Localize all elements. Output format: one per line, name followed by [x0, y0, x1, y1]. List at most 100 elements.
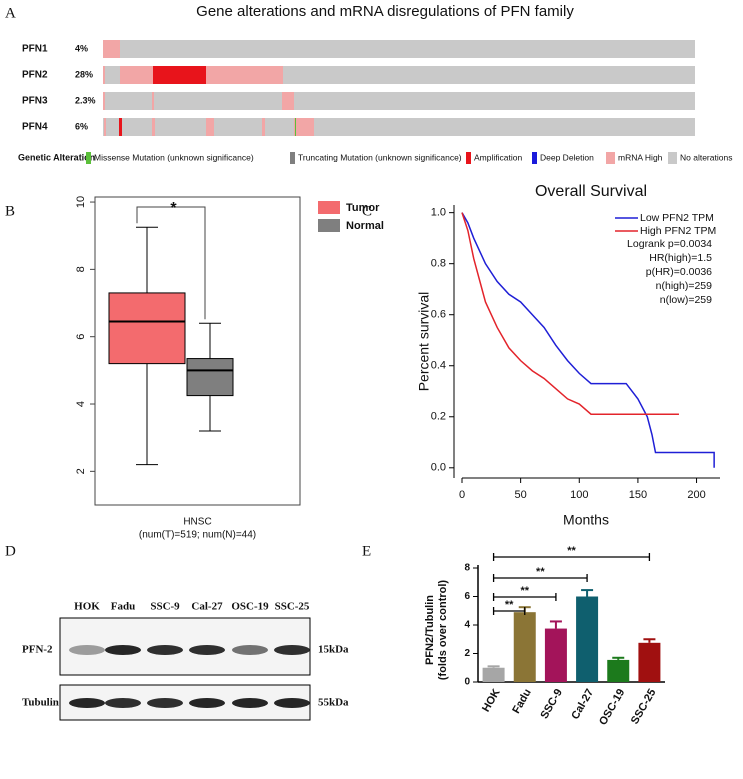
gene-name: PFN3 [22, 96, 48, 107]
blot-band [189, 698, 225, 708]
legend-label: mRNA High [618, 152, 663, 162]
legend-swatch [290, 152, 295, 164]
stat-label: Logrank p=0.0034 [627, 238, 712, 250]
y-tick-label: 0.4 [431, 360, 446, 372]
legend-swatch [86, 152, 91, 164]
significance-label: ** [520, 585, 529, 597]
alteration [119, 118, 122, 136]
significance-label: ** [505, 599, 514, 611]
x-subtitle: (num(T)=519; num(N)=44) [139, 530, 256, 541]
alteration [295, 118, 296, 136]
y-tick-label: 6 [464, 591, 470, 602]
significance-bracket [136, 206, 206, 320]
stat-label: p(HR)=0.0036 [646, 266, 712, 278]
x-tick-label: Cal-27 [569, 687, 596, 722]
blot-band [147, 698, 183, 708]
panel-label: E [362, 543, 371, 559]
y-tick-label: 4 [75, 401, 87, 407]
legend-swatch [532, 152, 537, 164]
alteration [103, 66, 105, 84]
blot-band [274, 698, 310, 708]
y-label: PFN2/Tubulin [424, 595, 436, 665]
alteration [104, 118, 106, 136]
gene-track [103, 40, 695, 58]
panel-label: A [5, 5, 16, 21]
blot-band [105, 645, 141, 655]
blot-row-label: PFN-2 [22, 644, 53, 656]
y-tick-label: 10 [75, 196, 87, 208]
survival-curve [461, 212, 715, 468]
lane-label: OSC-19 [231, 601, 269, 613]
panel-label: B [5, 203, 15, 219]
legend-title: Genetic Alteration [18, 152, 95, 162]
significance-bracket [492, 574, 588, 582]
y-tick-label: 8 [464, 563, 470, 574]
alteration [294, 118, 314, 136]
stat-label: n(low)=259 [660, 294, 712, 306]
y-tick-label: 0.2 [431, 411, 446, 423]
y-tick-label: 1.0 [431, 207, 446, 219]
lane-label: SSC-25 [275, 601, 310, 613]
significance-label: * [170, 200, 177, 217]
bar [513, 612, 536, 682]
x-tick-label: 200 [687, 489, 705, 501]
lane-label: HOK [74, 601, 100, 613]
blot-band [69, 698, 105, 708]
gene-name: PFN2 [22, 70, 48, 81]
x-tick-label: HOK [480, 687, 503, 714]
blot-band [69, 645, 105, 655]
x-tick-label: SSC-25 [629, 687, 659, 726]
gene-track [103, 118, 695, 136]
legend-swatch [466, 152, 471, 164]
chart-title: Overall Survival [535, 183, 647, 200]
panel-label: C [362, 203, 372, 219]
bar [638, 642, 661, 682]
alteration [262, 118, 265, 136]
significance-bracket [492, 607, 526, 615]
blot-band [105, 698, 141, 708]
significance-bracket [492, 593, 557, 601]
blot-band [147, 645, 183, 655]
x-tick-label: SSC-9 [538, 687, 565, 721]
alteration [282, 92, 294, 110]
y-tick-label: 4 [464, 620, 470, 631]
gene-percent: 4% [75, 43, 88, 53]
significance-label: ** [567, 545, 576, 557]
blot-band [232, 698, 268, 708]
alteration [153, 66, 206, 84]
gene-track [103, 92, 695, 110]
bar [544, 628, 567, 682]
gene-percent: 6% [75, 121, 88, 131]
blot-row-label: Tubulin [22, 697, 59, 709]
panel-label: D [5, 543, 16, 559]
bar [607, 659, 630, 682]
gene-name: PFN4 [22, 122, 48, 133]
stat-label: HR(high)=1.5 [649, 252, 712, 264]
bar [576, 596, 599, 682]
legend-label: No alterations [680, 152, 732, 162]
y-tick-label: 0.6 [431, 309, 446, 321]
y-tick-label: 8 [75, 266, 87, 272]
oncoprint-title: Gene alterations and mRNA disregulations… [196, 3, 574, 20]
x-tick-label: OSC-19 [597, 687, 627, 727]
survival-curve [461, 212, 679, 415]
alteration [103, 92, 105, 110]
box [186, 358, 234, 397]
legend-label: Missense Mutation (unknown significance) [94, 152, 254, 162]
x-label: HNSC [183, 517, 211, 528]
y-label: Percent survival [416, 292, 432, 392]
gene-percent: 2.3% [75, 95, 96, 105]
x-tick-label: 50 [515, 489, 527, 501]
x-tick-label: 150 [629, 489, 647, 501]
legend-label: Truncating Mutation (unknown significanc… [298, 152, 462, 162]
legend-label: High PFN2 TPM [640, 225, 716, 237]
y-tick-label: 0 [464, 677, 470, 688]
x-tick-label: 0 [459, 489, 465, 501]
blot-membrane [59, 617, 311, 676]
bar [482, 667, 505, 682]
y-tick-label: 2 [75, 468, 87, 474]
y-label: (folds over control) [437, 580, 449, 681]
legend-label: Normal [346, 220, 384, 232]
legend-label: Tumor [346, 202, 380, 214]
